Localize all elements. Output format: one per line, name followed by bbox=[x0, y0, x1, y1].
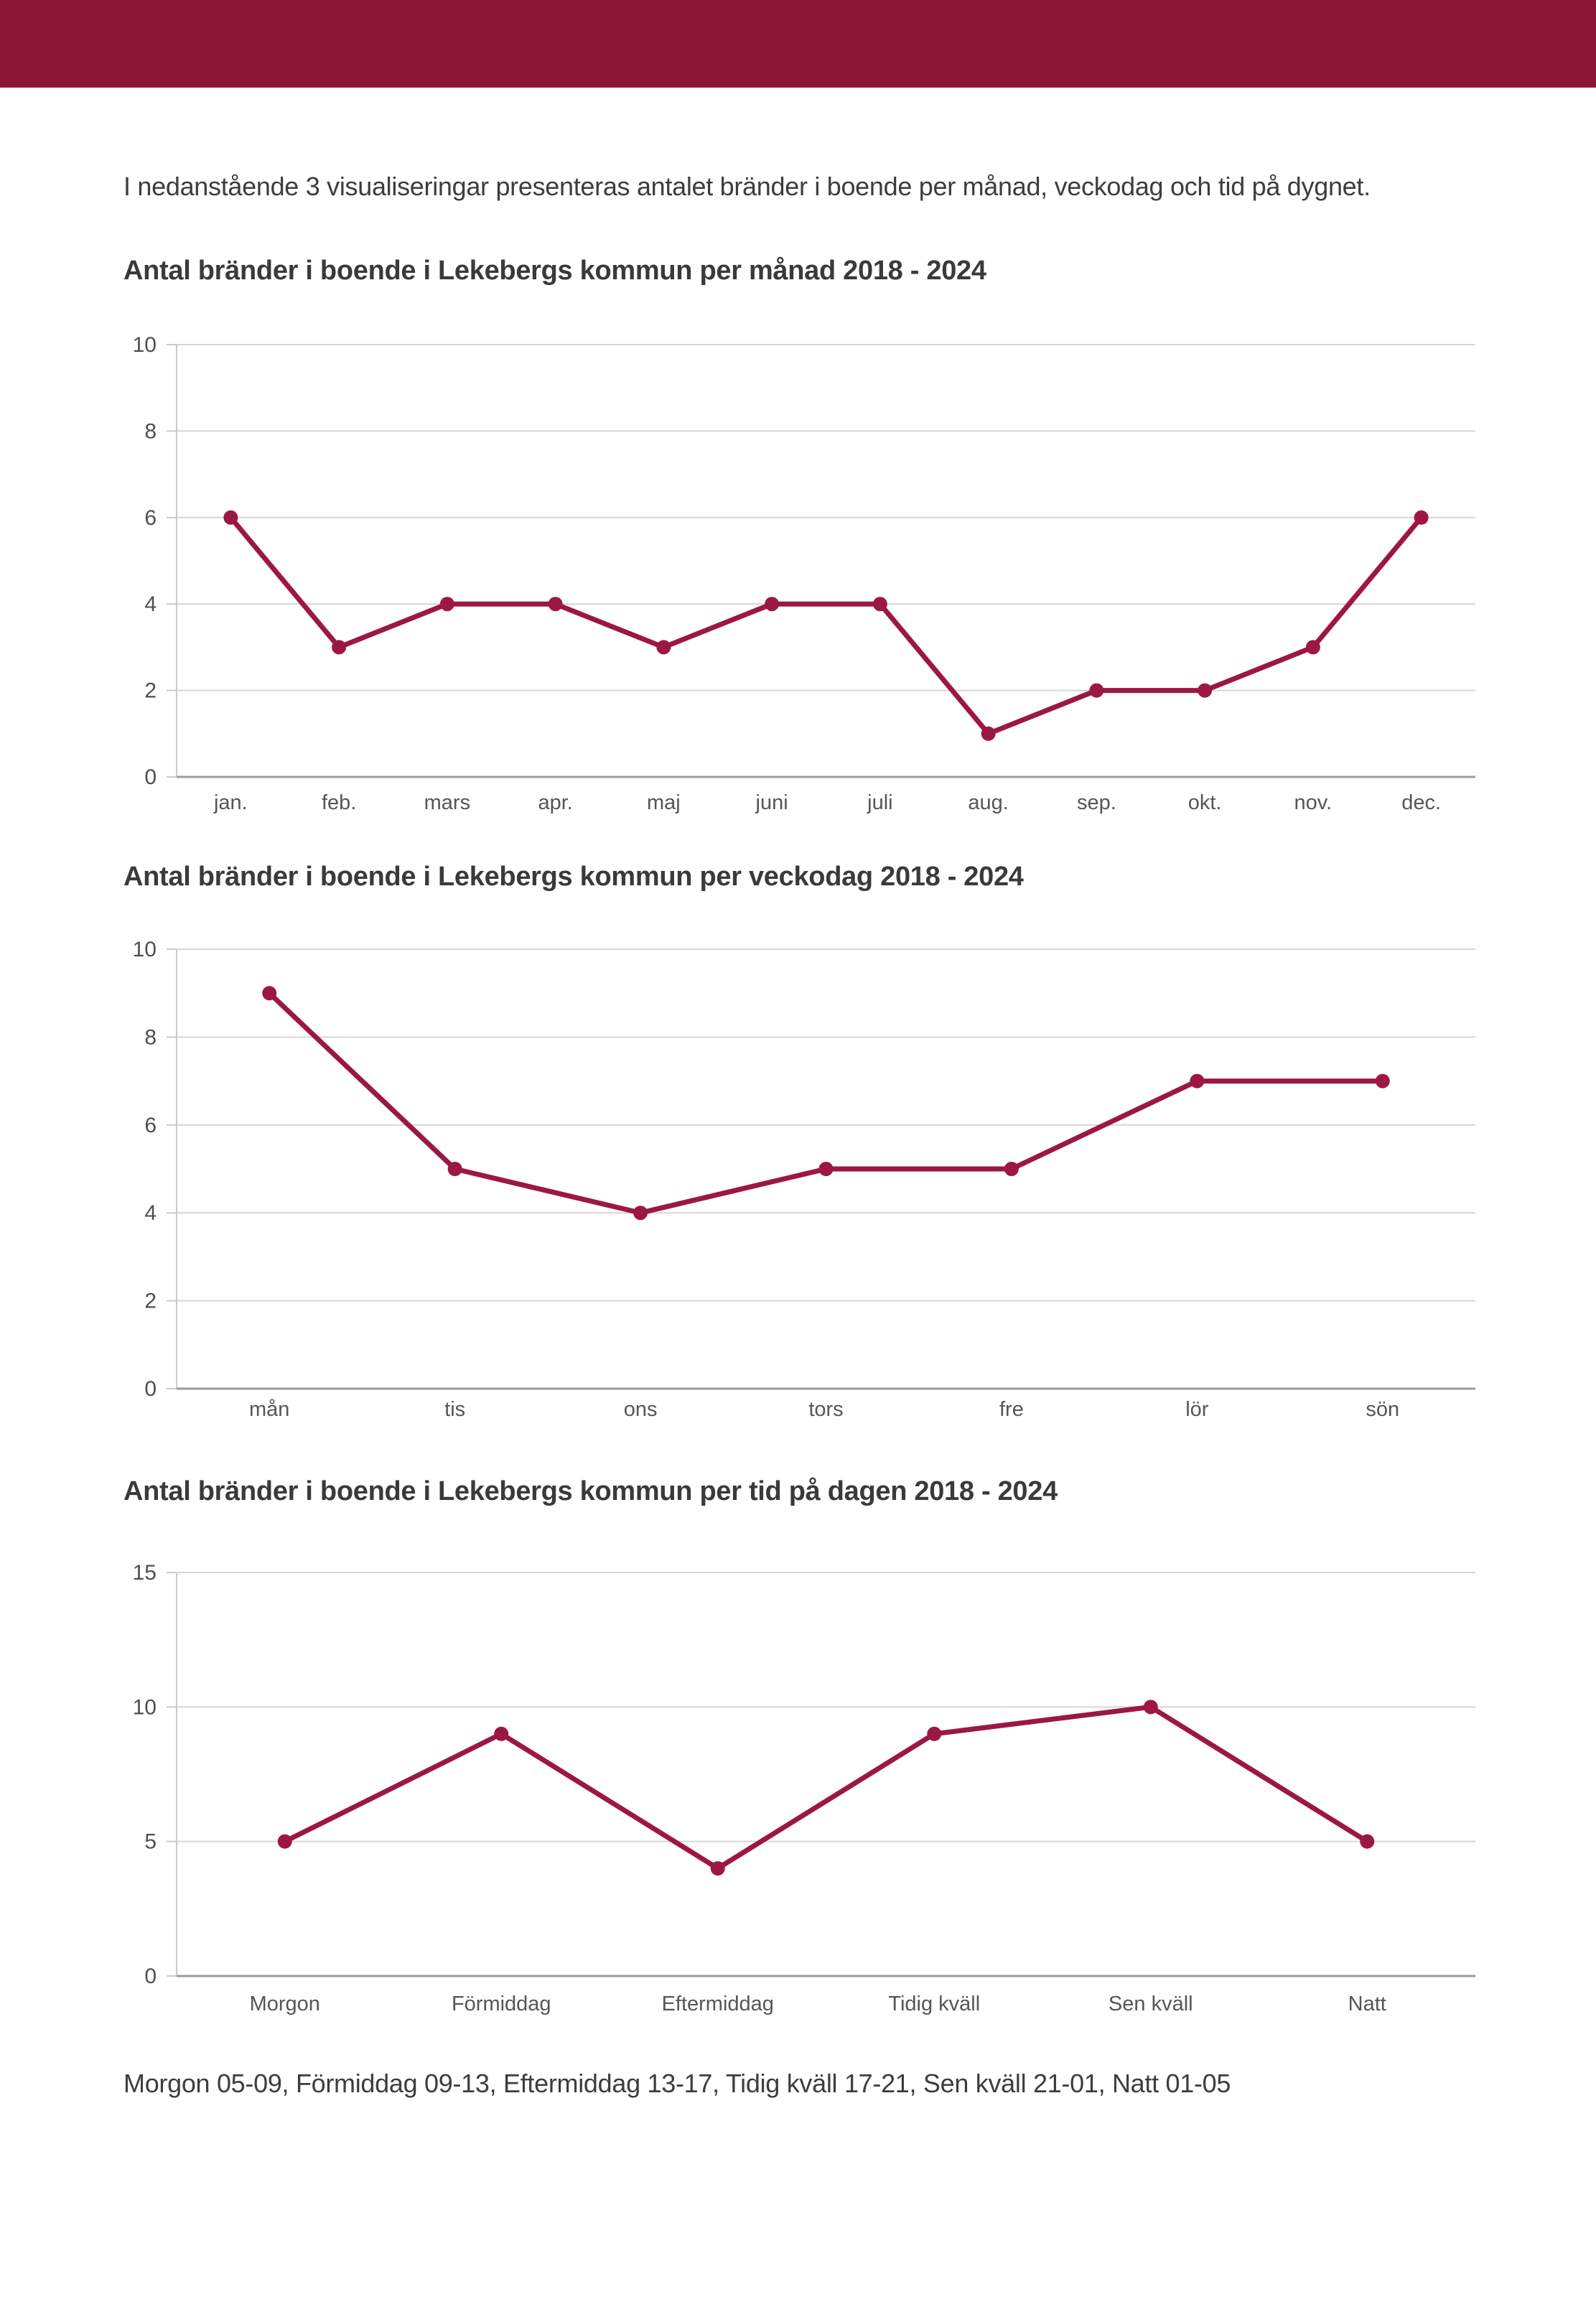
svg-text:5: 5 bbox=[144, 1830, 157, 1854]
svg-text:tors: tors bbox=[808, 1398, 843, 1421]
svg-text:6: 6 bbox=[144, 1114, 157, 1137]
header-bar bbox=[0, 0, 1596, 88]
chart-title-per-time-of-day: Antal bränder i boende i Lekebergs kommu… bbox=[123, 1476, 1058, 1506]
svg-text:feb.: feb. bbox=[322, 791, 356, 814]
svg-text:Eftermiddag: Eftermiddag bbox=[662, 1993, 774, 2015]
svg-text:mars: mars bbox=[424, 791, 470, 814]
fires-per-month-chart: 0 2 4 6 8 10 jan. feb. mars apr. maj juni juli aug. se… bbox=[133, 333, 1475, 814]
svg-text:4: 4 bbox=[144, 592, 157, 616]
svg-text:fre: fre bbox=[999, 1398, 1024, 1421]
svg-text:2: 2 bbox=[144, 679, 157, 703]
fires-per-time-of-day-chart: 0 5 10 15 Morgon Förmiddag Eftermiddag Tidig kv… bbox=[133, 1561, 1475, 2015]
svg-text:tis: tis bbox=[444, 1398, 465, 1421]
svg-text:lör: lör bbox=[1185, 1398, 1209, 1421]
svg-text:4: 4 bbox=[144, 1201, 157, 1225]
svg-text:0: 0 bbox=[144, 1965, 157, 1988]
svg-text:10: 10 bbox=[133, 333, 157, 357]
svg-text:apr.: apr. bbox=[538, 791, 572, 814]
svg-text:8: 8 bbox=[144, 1025, 157, 1049]
time-interval-legend: Morgon 05-09, Förmiddag 09-13, Eftermidd… bbox=[123, 2069, 1231, 2098]
svg-text:sep.: sep. bbox=[1077, 791, 1116, 814]
intro-text: I nedanstående 3 visualiseringar present… bbox=[123, 172, 1371, 201]
svg-text:maj: maj bbox=[647, 791, 681, 814]
svg-text:8: 8 bbox=[144, 419, 157, 443]
svg-text:sön: sön bbox=[1366, 1398, 1399, 1421]
svg-text:mån: mån bbox=[249, 1398, 289, 1421]
svg-text:10: 10 bbox=[133, 1695, 157, 1719]
svg-text:dec.: dec. bbox=[1401, 791, 1441, 814]
svg-text:Förmiddag: Förmiddag bbox=[452, 1993, 551, 2015]
svg-text:0: 0 bbox=[144, 765, 157, 789]
svg-text:Sen kväll: Sen kväll bbox=[1109, 1993, 1193, 2015]
svg-text:Tidig kväll: Tidig kväll bbox=[888, 1993, 980, 2015]
svg-text:Natt: Natt bbox=[1348, 1993, 1386, 2015]
chart-title-per-month: Antal bränder i boende i Lekebergs kommu… bbox=[123, 256, 986, 286]
chart-title-per-weekday: Antal bränder i boende i Lekebergs kommu… bbox=[123, 862, 1024, 892]
svg-text:0: 0 bbox=[144, 1377, 157, 1401]
svg-text:aug.: aug. bbox=[968, 791, 1008, 814]
svg-text:10: 10 bbox=[133, 938, 157, 961]
svg-text:jan.: jan. bbox=[213, 791, 248, 814]
svg-text:2: 2 bbox=[144, 1290, 157, 1313]
svg-text:nov.: nov. bbox=[1294, 791, 1333, 814]
svg-text:okt.: okt. bbox=[1188, 791, 1222, 814]
fires-per-weekday-chart: 0 2 4 6 8 10 mån tis ons tors fre lör sön bbox=[133, 938, 1475, 1421]
svg-text:juli: juli bbox=[867, 791, 892, 814]
svg-text:Morgon: Morgon bbox=[250, 1993, 320, 2015]
svg-text:juni: juni bbox=[755, 791, 788, 814]
svg-text:6: 6 bbox=[144, 506, 157, 530]
svg-text:ons: ons bbox=[624, 1398, 658, 1421]
svg-text:15: 15 bbox=[133, 1561, 157, 1585]
